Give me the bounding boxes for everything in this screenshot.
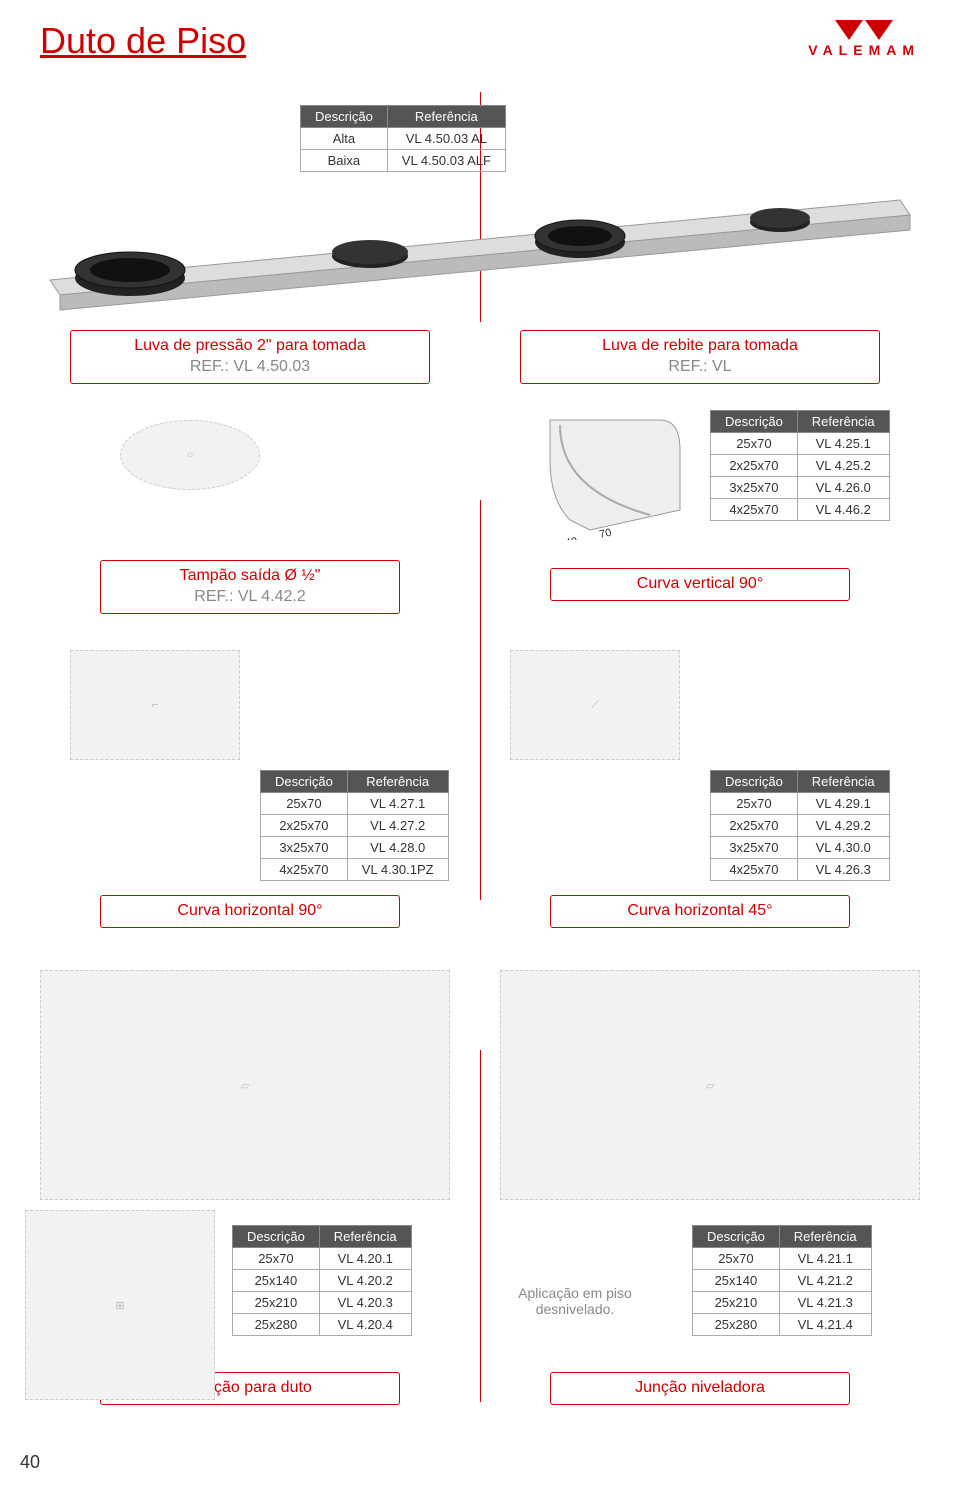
label-ref: REF.: VL (545, 357, 855, 378)
table-row: 4x25x70VL 4.26.3 (711, 859, 890, 881)
table-row: 25x70VL 4.29.1 (711, 793, 890, 815)
col-header: Referência (797, 771, 889, 793)
label-ref: REF.: VL 4.42.2 (125, 587, 375, 608)
label-title: Curva horizontal 90° (125, 901, 375, 922)
col-header: Referência (779, 1226, 871, 1248)
table-row: 25x280VL 4.21.4 (693, 1314, 872, 1336)
page-header: Duto de Piso VALEMAM (0, 0, 960, 62)
label-curva-h45: Curva horizontal 45° (550, 895, 850, 928)
col-header: Descrição (693, 1226, 780, 1248)
table-row: 25x70VL 4.21.1 (693, 1248, 872, 1270)
table-row: 25x70VL 4.27.1 (261, 793, 449, 815)
label-title: Curva horizontal 45° (575, 901, 825, 922)
col-header: Descrição (301, 106, 388, 128)
label-luva-rebite: Luva de rebite para tomada REF.: VL (520, 330, 880, 384)
table-curva-h90: DescriçãoReferência 25x70VL 4.27.1 2x25x… (260, 770, 449, 881)
label-title: Junção niveladora (575, 1378, 825, 1399)
table-row: 2x25x70VL 4.25.2 (711, 455, 890, 477)
col-header: Referência (347, 771, 448, 793)
caption-aplicacao: Aplicação em piso desnivelado. (500, 1285, 650, 1317)
table-row: 25x210VL 4.20.3 (233, 1292, 412, 1314)
label-title: Tampão saída Ø ½" (125, 566, 375, 587)
curva-h90-illustration: ⌐ (70, 650, 240, 760)
brand-name: VALEMAM (808, 42, 920, 58)
col-header: Descrição (711, 411, 798, 433)
col-header: Referência (387, 106, 505, 128)
table-juncao-duto: DescriçãoReferência 25x70VL 4.20.1 25x14… (232, 1225, 412, 1336)
label-title: Luva de pressão 2" para tomada (95, 336, 405, 357)
dim-label: 140 (558, 535, 578, 540)
col-header: Referência (797, 411, 889, 433)
label-title: Luva de rebite para tomada (545, 336, 855, 357)
table-row: 2x25x70VL 4.27.2 (261, 815, 449, 837)
page-number: 40 (20, 1452, 40, 1473)
table-row: 3x25x70VL 4.30.0 (711, 837, 890, 859)
curva-vertical-illustration: 70 140 (530, 400, 700, 540)
table-row: 3x25x70VL 4.28.0 (261, 837, 449, 859)
vertical-divider (480, 590, 481, 900)
brand-logo: VALEMAM (808, 20, 920, 58)
table-curva-vertical: DescriçãoReferência 25x70VL 4.25.1 2x25x… (710, 410, 890, 521)
table-row: AltaVL 4.50.03 AL (301, 128, 506, 150)
table-alta-baixa: Descrição Referência AltaVL 4.50.03 AL B… (300, 105, 506, 172)
vertical-divider (480, 500, 481, 590)
table-juncao-niveladora: DescriçãoReferência 25x70VL 4.21.1 25x14… (692, 1225, 872, 1336)
juncao-duto-illustration: ▱ (40, 970, 450, 1200)
table-row: 3x25x70VL 4.26.0 (711, 477, 890, 499)
label-curva-h90: Curva horizontal 90° (100, 895, 400, 928)
table-row: 2x25x70VL 4.29.2 (711, 815, 890, 837)
col-header: Descrição (711, 771, 798, 793)
dim-label: 70 (598, 527, 612, 540)
label-luva-pressao: Luva de pressão 2" para tomada REF.: VL … (70, 330, 430, 384)
juncao-exploded-illustration: ⊞ (25, 1210, 215, 1400)
curva-h45-illustration: ⟋ (510, 650, 680, 760)
table-row: 4x25x70VL 4.30.1PZ (261, 859, 449, 881)
page-title: Duto de Piso (40, 20, 246, 62)
table-curva-h45: DescriçãoReferência 25x70VL 4.29.1 2x25x… (710, 770, 890, 881)
label-tampao: Tampão saída Ø ½" REF.: VL 4.42.2 (100, 560, 400, 614)
label-curva-vertical: Curva vertical 90° (550, 568, 850, 601)
col-header: Referência (319, 1226, 411, 1248)
duct-illustration (40, 180, 920, 320)
label-ref: REF.: VL 4.50.03 (95, 357, 405, 378)
tampao-illustration: ○ (120, 420, 260, 490)
table-row: BaixaVL 4.50.03 ALF (301, 150, 506, 172)
vertical-divider (480, 1050, 481, 1402)
col-header: Descrição (261, 771, 348, 793)
juncao-niveladora-illustration: ▱ (500, 970, 920, 1200)
label-title: Curva vertical 90° (575, 574, 825, 595)
label-juncao-niveladora: Junção niveladora (550, 1372, 850, 1405)
logo-mark-icon (808, 20, 920, 40)
table-row: 25x70VL 4.20.1 (233, 1248, 412, 1270)
table-row: 25x140VL 4.21.2 (693, 1270, 872, 1292)
table-row: 25x210VL 4.21.3 (693, 1292, 872, 1314)
table-row: 25x140VL 4.20.2 (233, 1270, 412, 1292)
col-header: Descrição (233, 1226, 320, 1248)
table-row: 25x280VL 4.20.4 (233, 1314, 412, 1336)
table-row: 4x25x70VL 4.46.2 (711, 499, 890, 521)
table-row: 25x70VL 4.25.1 (711, 433, 890, 455)
